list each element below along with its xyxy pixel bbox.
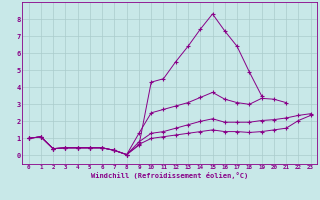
X-axis label: Windchill (Refroidissement éolien,°C): Windchill (Refroidissement éolien,°C) — [91, 172, 248, 179]
